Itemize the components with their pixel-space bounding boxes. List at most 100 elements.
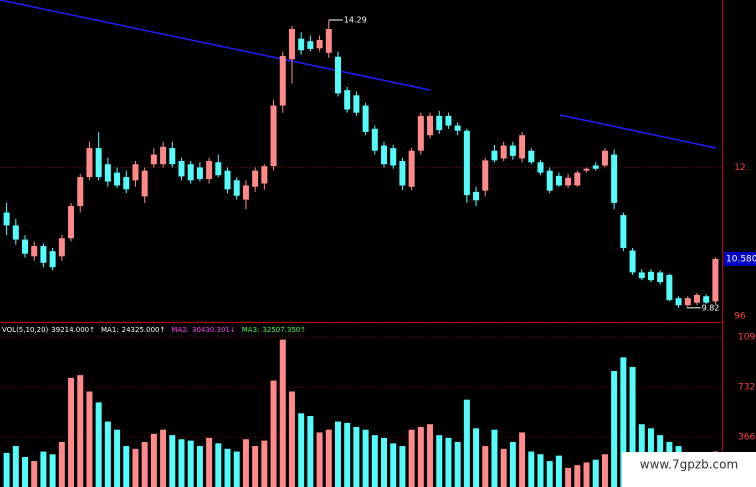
candle-body <box>114 172 121 186</box>
volume-bar <box>436 435 443 487</box>
volume-bar <box>261 440 268 487</box>
candle-body <box>611 154 618 203</box>
candle-body <box>77 177 84 207</box>
candle-body <box>565 177 572 186</box>
volume-bar <box>482 446 489 487</box>
volume-bar <box>169 435 176 487</box>
volume-bar <box>104 421 111 487</box>
volume-bar <box>445 437 452 487</box>
volume-bar <box>178 439 185 487</box>
candle-body <box>178 161 185 177</box>
legend-value: 24325.000↑ <box>122 326 166 334</box>
watermark: www.7gpzb.com <box>640 458 738 472</box>
volume-bar <box>362 429 369 487</box>
volume-bar <box>629 366 636 487</box>
volume-bar <box>279 339 286 487</box>
candle-body <box>49 251 56 268</box>
volume-bar <box>114 429 121 487</box>
candle-body <box>574 172 581 186</box>
legend-label: MA1: <box>101 326 119 334</box>
candle-body <box>141 170 148 197</box>
candle-body <box>279 56 286 106</box>
candle-body <box>509 145 516 156</box>
legend-value: 39214.000↑ <box>51 326 95 334</box>
candle-body <box>675 298 682 306</box>
candle-body <box>288 28 295 60</box>
candle-body <box>242 185 249 200</box>
candle-body <box>215 162 222 176</box>
volume-bar <box>417 426 424 487</box>
volume-bar <box>77 375 84 487</box>
volume-bar <box>620 357 627 487</box>
candle-body <box>298 38 305 51</box>
candle-body <box>12 225 19 240</box>
candle-body <box>132 164 139 181</box>
candle-body <box>482 160 489 191</box>
volume-bar <box>3 452 10 487</box>
high-label: 14.29 <box>344 15 367 24</box>
candle-body <box>362 105 369 133</box>
volume-bar <box>206 437 213 487</box>
volume-bar <box>601 454 608 487</box>
volume-bar <box>49 454 56 487</box>
volume-bar <box>252 446 259 487</box>
candle-body <box>261 166 268 184</box>
candle-body <box>104 164 111 182</box>
candle-body <box>693 294 700 303</box>
volume-bar <box>224 448 231 487</box>
candle-body <box>371 128 378 151</box>
candle-body <box>491 150 498 161</box>
volume-bar <box>565 467 572 487</box>
candle-body <box>86 148 93 178</box>
trend-line <box>559 114 717 149</box>
candle-body <box>160 146 167 165</box>
volume-bar <box>583 462 590 487</box>
candle-body <box>555 175 562 186</box>
candle-body <box>307 41 314 49</box>
candle-body <box>528 150 535 163</box>
candle-body <box>703 296 710 303</box>
candle-body <box>583 168 590 171</box>
candle-body <box>390 148 397 166</box>
volume-bar <box>123 446 130 487</box>
candle-body <box>334 56 341 94</box>
y-tick-label: 96 <box>734 312 746 322</box>
volume-bar <box>528 451 535 487</box>
volume-bar <box>132 448 139 487</box>
volume-bar <box>298 413 305 487</box>
candle-body <box>22 239 29 254</box>
volume-bar <box>592 459 599 487</box>
candle-body <box>436 115 443 131</box>
volume-bar <box>58 441 65 487</box>
volume-bar <box>242 439 249 487</box>
volume-bar <box>454 441 461 487</box>
volume-bar <box>95 402 102 487</box>
volume-bar <box>390 443 397 487</box>
last-price-box <box>724 251 756 266</box>
y-tick-label: 12 <box>734 163 745 173</box>
candle-body <box>344 90 351 110</box>
volume-bar <box>160 429 167 487</box>
candle-body <box>206 161 213 180</box>
legend-value: 30430.301↓ <box>192 326 236 334</box>
volume-bar <box>316 432 323 487</box>
volume-bar <box>500 448 507 487</box>
volume-bar <box>187 440 194 487</box>
y-tick-label: 366 <box>738 433 755 443</box>
candle-body <box>68 206 75 239</box>
volume-bar <box>12 446 19 487</box>
volume-bar <box>150 433 157 487</box>
volume-bar <box>68 377 75 487</box>
candle-body <box>381 145 388 165</box>
candle-body <box>399 161 406 186</box>
volume-legend: VOL(5,10,20) 39214.000↑ MA1: 24325.000↑ MA2:… <box>2 326 306 334</box>
volume-bar <box>196 446 203 487</box>
candle-body <box>519 135 526 159</box>
volume-bar <box>546 461 553 487</box>
candle-body <box>537 162 544 173</box>
volume-bar <box>86 391 93 487</box>
candle-body <box>270 105 277 167</box>
candle-body <box>666 274 673 301</box>
